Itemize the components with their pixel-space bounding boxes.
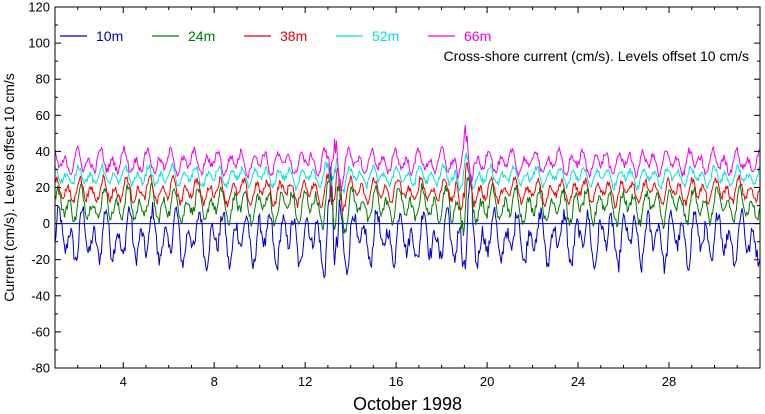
x-axis-label: October 1998	[353, 394, 462, 414]
y-tick-label: 80	[36, 72, 50, 87]
legend-label: 38m	[280, 28, 307, 44]
series-line-10m	[54, 166, 761, 279]
y-tick-label: 40	[36, 144, 50, 159]
legend-label: 66m	[464, 28, 491, 44]
y-axis-label: Current (cm/s). Levels offset 10 cm/s	[1, 73, 17, 301]
legend-label: 52m	[372, 28, 399, 44]
series-layer	[54, 125, 761, 279]
series-line-52m	[54, 152, 761, 195]
y-tick-label: 100	[28, 36, 50, 51]
x-tick-label: 20	[480, 374, 494, 389]
x-tick-label: 8	[211, 374, 218, 389]
x-tick-label: 4	[120, 374, 127, 389]
y-tick-label: 120	[28, 0, 50, 15]
y-tick-label: -20	[31, 252, 50, 267]
series-line-38m	[54, 161, 761, 213]
y-tick-label: 60	[36, 108, 50, 123]
x-tick-label: 12	[298, 374, 312, 389]
x-tick-label: 28	[662, 374, 676, 389]
series-line-66m	[54, 125, 761, 192]
y-tick-label: -40	[31, 288, 50, 303]
x-tick-label: 24	[571, 374, 585, 389]
series-line-24m	[54, 168, 761, 237]
legend-label: 24m	[188, 28, 215, 44]
ticks-layer: -80 -60 -40 -20 0 20 40 60 80 100 120 4 8 12 16 20 24 28	[28, 0, 760, 389]
y-tick-label: -80	[31, 361, 50, 376]
y-tick-label: -60	[31, 324, 50, 339]
x-tick-label: 16	[389, 374, 403, 389]
legend: 10m 24m 38m 52m 66m	[60, 28, 491, 44]
legend-label: 10m	[96, 28, 123, 44]
y-tick-label: 0	[43, 216, 50, 231]
y-tick-label: 20	[36, 180, 50, 195]
chart-annotation: Cross-shore current (cm/s). Levels offse…	[444, 48, 750, 64]
